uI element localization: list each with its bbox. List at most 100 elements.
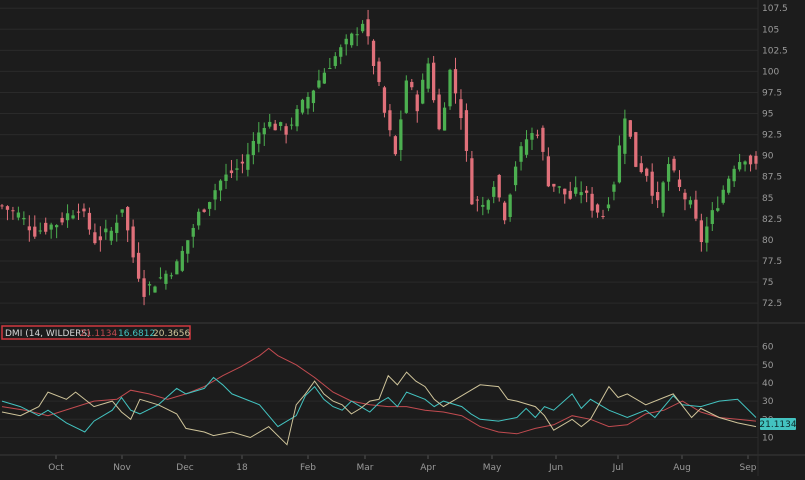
candle-body[interactable]	[322, 72, 327, 84]
candle-body[interactable]	[98, 236, 102, 241]
candle-body[interactable]	[93, 232, 97, 244]
study-lines[interactable]	[1, 347, 757, 446]
candle-body[interactable]	[44, 222, 48, 232]
candle-body[interactable]	[60, 217, 64, 223]
adx-line[interactable]	[1, 347, 757, 435]
candle-body[interactable]	[568, 190, 572, 199]
candle-body[interactable]	[186, 240, 190, 254]
candle-body[interactable]	[563, 188, 567, 195]
candle-body[interactable]	[601, 215, 605, 217]
candle-body[interactable]	[628, 120, 632, 137]
candle-body[interactable]	[142, 278, 146, 297]
candle-body[interactable]	[350, 33, 354, 46]
candle-body[interactable]	[339, 47, 343, 57]
candle-body[interactable]	[399, 119, 403, 150]
candle-body[interactable]	[257, 132, 261, 144]
candle-body[interactable]	[279, 122, 283, 126]
candle-body[interactable]	[437, 94, 441, 130]
candle-body[interactable]	[131, 226, 135, 258]
candle-body[interactable]	[737, 162, 742, 170]
candle-body[interactable]	[541, 127, 545, 152]
candle-body[interactable]	[355, 34, 359, 36]
candle-body[interactable]	[743, 161, 747, 165]
candle-body[interactable]	[481, 204, 485, 207]
candle-body[interactable]	[650, 171, 654, 196]
candle-body[interactable]	[180, 250, 184, 271]
candle-body[interactable]	[519, 146, 523, 162]
candle-body[interactable]	[492, 186, 496, 197]
candle-body[interactable]	[448, 69, 452, 107]
price-candles[interactable]	[0, 9, 758, 306]
candle-body[interactable]	[661, 182, 665, 213]
candle-body[interactable]	[82, 208, 86, 212]
candle-body[interactable]	[410, 81, 414, 88]
study-header-box[interactable]	[1, 325, 191, 340]
candle-body[interactable]	[5, 206, 10, 210]
candle-body[interactable]	[656, 192, 660, 201]
candle-body[interactable]	[306, 96, 310, 109]
candle-body[interactable]	[360, 23, 365, 32]
candle-body[interactable]	[727, 178, 731, 193]
candle-body[interactable]	[0, 205, 4, 207]
candle-body[interactable]	[705, 226, 709, 243]
candle-body[interactable]	[311, 90, 316, 104]
candle-body[interactable]	[388, 110, 392, 131]
candle-body[interactable]	[645, 168, 649, 176]
candle-body[interactable]	[530, 133, 534, 140]
candle-body[interactable]	[579, 192, 583, 196]
candle-body[interactable]	[666, 164, 671, 182]
candle-body[interactable]	[574, 187, 578, 194]
candle-body[interactable]	[317, 80, 321, 88]
candle-body[interactable]	[175, 261, 179, 275]
candle-body[interactable]	[546, 156, 551, 187]
candle-body[interactable]	[158, 277, 163, 279]
candle-body[interactable]	[115, 222, 119, 233]
candle-body[interactable]	[672, 158, 676, 171]
candle-body[interactable]	[71, 215, 75, 219]
candle-body[interactable]	[240, 161, 245, 164]
candle-body[interactable]	[273, 123, 277, 131]
candle-body[interactable]	[683, 192, 687, 200]
candle-body[interactable]	[421, 79, 425, 104]
candle-body[interactable]	[126, 207, 130, 231]
candle-body[interactable]	[590, 193, 594, 211]
candle-body[interactable]	[699, 220, 704, 243]
study-header[interactable]: DMI (14, WILDERS) 21.1134 16.6812 20.365…	[1, 325, 191, 340]
candle-body[interactable]	[552, 183, 556, 187]
candle-body[interactable]	[535, 134, 540, 136]
candle-body[interactable]	[721, 189, 725, 203]
candle-body[interactable]	[382, 87, 387, 113]
candle-body[interactable]	[262, 128, 266, 135]
candle-body[interactable]	[22, 217, 26, 220]
candle-body[interactable]	[612, 184, 616, 192]
candle-body[interactable]	[164, 273, 168, 284]
candle-body[interactable]	[213, 190, 217, 200]
candle-body[interactable]	[300, 99, 305, 113]
candle-body[interactable]	[147, 284, 152, 286]
candle-body[interactable]	[16, 212, 21, 218]
candle-body[interactable]	[54, 225, 59, 228]
candle-body[interactable]	[617, 145, 622, 183]
candle-body[interactable]	[65, 213, 70, 221]
candle-body[interactable]	[289, 124, 294, 126]
candle-body[interactable]	[623, 118, 627, 154]
candle-body[interactable]	[344, 38, 348, 45]
candle-body[interactable]	[169, 275, 174, 277]
candle-body[interactable]	[415, 94, 419, 112]
candle-body[interactable]	[333, 56, 337, 66]
candle-body[interactable]	[120, 209, 124, 213]
candle-body[interactable]	[508, 194, 512, 217]
candle-body[interactable]	[677, 179, 682, 188]
candle-body[interactable]	[27, 226, 31, 231]
candle-body[interactable]	[639, 163, 643, 173]
candle-body[interactable]	[470, 158, 474, 205]
candle-body[interactable]	[191, 227, 195, 237]
candle-body[interactable]	[224, 174, 228, 181]
candle-body[interactable]	[442, 107, 447, 131]
candle-body[interactable]	[284, 126, 288, 135]
candle-body[interactable]	[606, 204, 611, 209]
candle-body[interactable]	[11, 210, 15, 212]
candle-body[interactable]	[202, 209, 206, 212]
candle-body[interactable]	[328, 68, 332, 70]
candle-body[interactable]	[49, 224, 53, 230]
